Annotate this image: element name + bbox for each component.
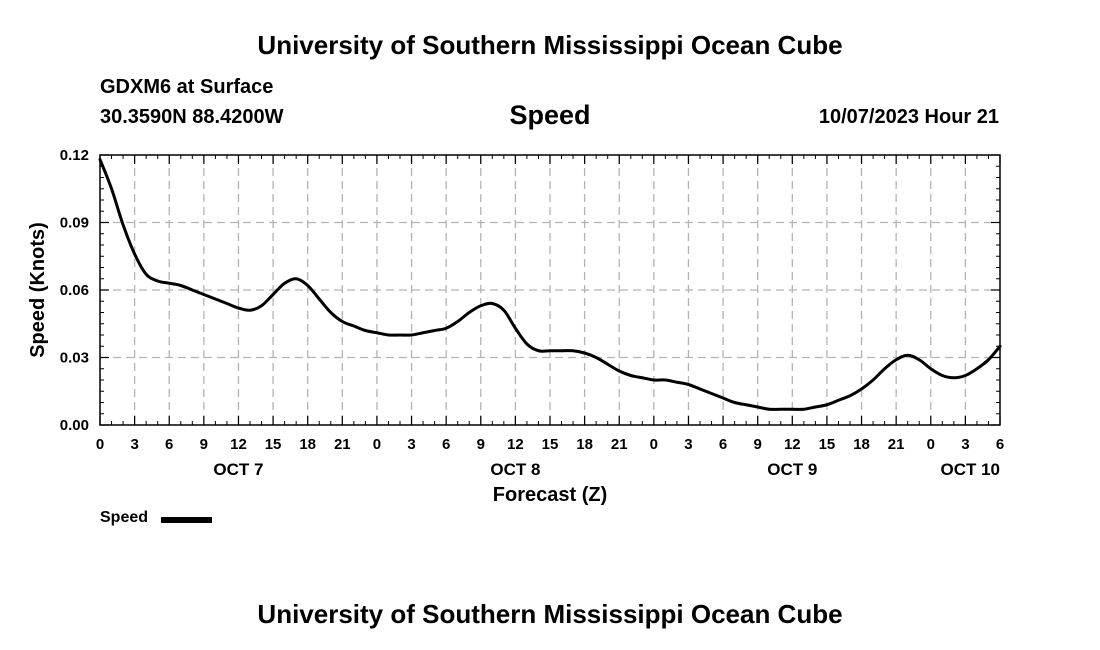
x-tick-label: 0	[373, 436, 381, 453]
x-tick-label: 3	[961, 436, 969, 453]
x-tick-label: 9	[754, 436, 762, 453]
x-tick-label: 6	[442, 436, 450, 453]
legend-swatch	[161, 517, 212, 523]
x-tick-label: 12	[230, 436, 247, 453]
y-axis-title: Speed (Knots)	[27, 222, 49, 358]
forecast-datetime: 10/07/2023 Hour 21	[818, 106, 999, 128]
x-tick-label: 12	[507, 436, 524, 453]
x-tick-label: 6	[719, 436, 727, 453]
day-label: OCT 7	[213, 460, 263, 479]
x-tick-label: 18	[576, 436, 593, 453]
grid	[100, 155, 1000, 425]
y-tick-label: 0.03	[60, 350, 89, 367]
x-tick-label: 15	[819, 436, 836, 453]
y-tick-label: 0.00	[60, 417, 89, 434]
day-label: OCT 9	[767, 460, 817, 479]
y-tick-label: 0.06	[60, 282, 89, 299]
x-tick-label: 0	[927, 436, 935, 453]
x-tick-label: 18	[299, 436, 316, 453]
x-tick-label: 0	[650, 436, 658, 453]
station-label: GDXM6 at Surface	[100, 76, 274, 98]
day-label: OCT 10	[940, 460, 1000, 479]
legend-label: Speed	[100, 509, 149, 526]
x-axis-title: Forecast (Z)	[493, 484, 607, 506]
x-tick-label: 9	[477, 436, 485, 453]
speed-series-line	[98, 158, 1002, 411]
x-tick-label: 0	[96, 436, 104, 453]
x-tick-label: 21	[888, 436, 905, 453]
x-tick-label: 6	[996, 436, 1004, 453]
x-tick-label: 15	[265, 436, 282, 453]
x-tick-label: 15	[542, 436, 559, 453]
institution-title: University of Southern Mississippi Ocean…	[257, 30, 843, 60]
x-tick-label: 21	[611, 436, 628, 453]
x-tick-label: 12	[784, 436, 801, 453]
x-tick-label: 21	[334, 436, 351, 453]
x-tick-label: 3	[130, 436, 138, 453]
chart-title: Speed	[509, 100, 591, 130]
x-tick-label: 3	[684, 436, 692, 453]
footer-institution-title: University of Southern Mississippi Ocean…	[257, 599, 843, 629]
y-tick-label: 0.09	[60, 215, 89, 232]
x-tick-label: 18	[853, 436, 870, 453]
tick-labels: 0 3 6 9 12 15 18 21 0 3 6 9 12 15 18 21 0 3 6 9 12 15 18 21 0 3 6 0…	[60, 147, 1004, 479]
coordinates-label: 30.3590N 88.4200W	[100, 106, 284, 128]
x-tick-label: 3	[407, 436, 415, 453]
plot-frame	[99, 154, 1001, 426]
x-tick-label: 9	[200, 436, 208, 453]
y-tick-label: 0.12	[60, 147, 89, 164]
day-label: OCT 8	[490, 460, 540, 479]
x-tick-label: 6	[165, 436, 173, 453]
